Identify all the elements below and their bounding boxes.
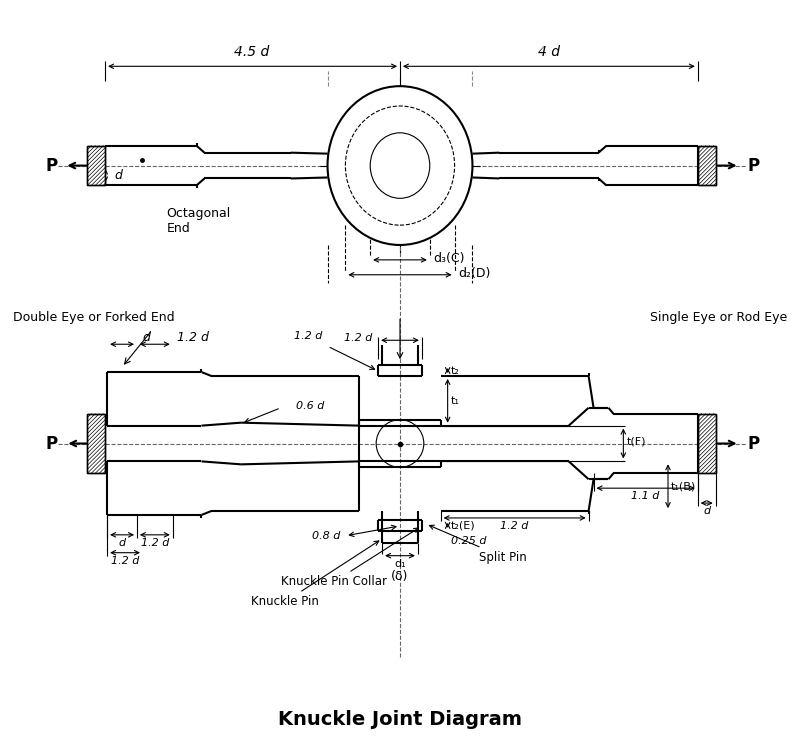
Text: Octagonal
End: Octagonal End [167, 207, 231, 235]
Text: t₁(B): t₁(B) [671, 481, 696, 491]
Text: Single Eye or Rod Eye: Single Eye or Rod Eye [650, 311, 787, 324]
Text: t₂(E): t₂(E) [451, 521, 475, 531]
Text: 1.1 d: 1.1 d [631, 491, 659, 501]
Text: P: P [747, 157, 760, 175]
Text: 0.25 d: 0.25 d [451, 536, 486, 546]
Text: 0.8 d: 0.8 d [312, 531, 340, 541]
Text: d₂(D): d₂(D) [459, 267, 491, 280]
Bar [87, 146, 105, 185]
Bar [698, 414, 716, 474]
Bar [698, 414, 716, 474]
Ellipse shape [370, 133, 430, 198]
Text: 1.2 d: 1.2 d [344, 333, 372, 343]
Text: Double Eye or Forked End: Double Eye or Forked End [13, 311, 174, 324]
Text: 4 d: 4 d [538, 45, 560, 60]
Text: 1.2 d: 1.2 d [500, 521, 528, 531]
Text: Knuckle Pin Collar: Knuckle Pin Collar [281, 528, 419, 588]
Ellipse shape [328, 86, 472, 245]
Bar [87, 146, 105, 185]
Text: d: d [114, 169, 122, 182]
Bar [87, 414, 105, 474]
Text: 0.6 d: 0.6 d [296, 401, 324, 411]
Text: 1.2 d: 1.2 d [177, 331, 209, 344]
Text: d₁: d₁ [394, 559, 406, 569]
Text: Split Pin: Split Pin [430, 526, 527, 564]
Text: 4.5 d: 4.5 d [234, 45, 270, 60]
Text: 1.2 d: 1.2 d [294, 331, 323, 342]
Text: d: d [703, 506, 710, 516]
Text: t(F): t(F) [626, 437, 646, 446]
Bar [698, 146, 716, 185]
Text: P: P [747, 434, 760, 452]
Text: t₂: t₂ [451, 366, 459, 376]
Bar [87, 414, 105, 474]
Text: 1.2 d: 1.2 d [111, 556, 139, 566]
Text: (δ): (δ) [392, 569, 408, 583]
Text: P: P [46, 157, 58, 175]
Text: t₁: t₁ [451, 396, 459, 406]
Text: d: d [142, 331, 150, 344]
Text: Knuckle Joint Diagram: Knuckle Joint Diagram [278, 710, 522, 729]
Text: 1.2 d: 1.2 d [141, 538, 169, 548]
Bar [698, 146, 716, 185]
Ellipse shape [345, 106, 455, 225]
Text: d₃(C): d₃(C) [434, 253, 465, 265]
Text: d: d [118, 538, 125, 548]
Text: P: P [46, 434, 58, 452]
Text: Knuckle Pin: Knuckle Pin [251, 541, 379, 608]
